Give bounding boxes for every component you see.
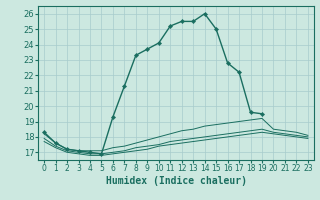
X-axis label: Humidex (Indice chaleur): Humidex (Indice chaleur) bbox=[106, 176, 246, 186]
